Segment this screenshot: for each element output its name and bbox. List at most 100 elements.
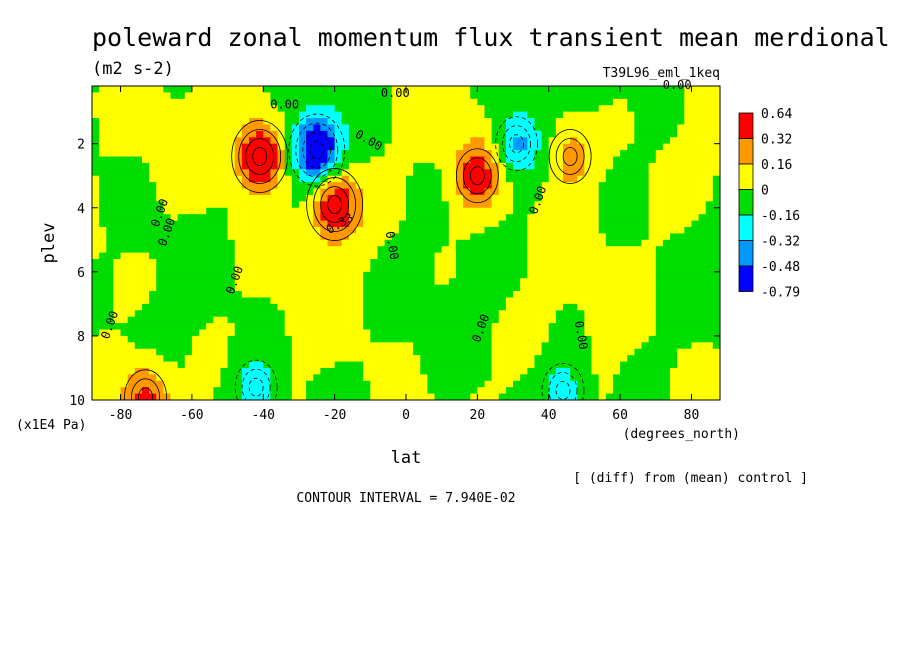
field-cell [648, 284, 657, 292]
field-cell [206, 348, 214, 356]
field-cell [455, 105, 464, 113]
field-cell [491, 271, 500, 279]
field-cell [256, 201, 264, 209]
field-cell [327, 98, 336, 106]
field-cell [256, 220, 264, 228]
field-cell [677, 169, 685, 177]
field-cell [655, 380, 664, 388]
field-cell [141, 291, 150, 299]
field-cell [298, 316, 307, 324]
field-cell [470, 220, 478, 228]
field-cell [505, 194, 514, 202]
field-cell [570, 150, 578, 158]
field-cell [605, 271, 614, 279]
field-cell [484, 98, 493, 106]
field-cell [684, 188, 693, 196]
contour-line [241, 368, 271, 400]
field-cell [141, 214, 150, 222]
field-cell [398, 259, 407, 267]
field-cell [377, 297, 386, 305]
field-cell [291, 348, 300, 356]
field-cell [341, 118, 350, 126]
field-cell [463, 284, 471, 292]
field-cell [220, 361, 229, 369]
field-cell [684, 86, 693, 94]
field-cell [605, 265, 614, 273]
field-cell [470, 374, 478, 382]
field-cell [391, 355, 400, 363]
field-cell [470, 105, 478, 113]
field-cell [291, 259, 300, 267]
field-cell [491, 169, 500, 177]
field-cell [213, 380, 222, 388]
field-cell [199, 92, 207, 100]
field-cell [356, 150, 364, 158]
field-cell [348, 105, 357, 113]
field-cell [513, 278, 521, 286]
field-cell [348, 271, 357, 279]
field-cell [341, 393, 350, 400]
field-cell [470, 310, 478, 318]
field-cell [577, 335, 586, 343]
field-cell [313, 118, 321, 126]
field-cell [448, 393, 457, 400]
field-cell [356, 162, 364, 170]
field-cell [377, 105, 386, 113]
field-cell [655, 214, 664, 222]
field-cell [241, 92, 250, 100]
field-cell [306, 291, 314, 299]
field-cell [448, 387, 457, 395]
field-cell [520, 92, 528, 100]
field-cell [477, 118, 486, 126]
field-cell [341, 271, 350, 279]
field-cell [634, 150, 643, 158]
field-cell [406, 284, 414, 292]
field-cell [99, 259, 107, 267]
field-cell [99, 323, 107, 331]
field-cell [527, 220, 536, 228]
field-cell [384, 226, 393, 234]
field-cell [156, 284, 164, 292]
field-cell [170, 111, 179, 119]
field-cell [584, 137, 593, 145]
field-cell [327, 86, 336, 94]
field-cell [270, 297, 279, 305]
field-cell [313, 98, 321, 106]
field-cell [477, 367, 486, 375]
field-cell [498, 201, 507, 209]
field-cell [655, 162, 664, 170]
field-cell [384, 291, 393, 299]
field-cell [398, 156, 407, 164]
field-cell [370, 105, 379, 113]
field-cell [655, 265, 664, 273]
field-cell [463, 361, 471, 369]
field-cell [149, 118, 157, 126]
field-cell [370, 143, 379, 151]
field-cell [470, 118, 478, 126]
field-cell [470, 291, 478, 299]
field-cell [341, 194, 350, 202]
field-cell [591, 310, 600, 318]
field-cell [477, 214, 486, 222]
field-cell [712, 220, 720, 228]
field-cell [234, 175, 243, 183]
field-cell [120, 374, 129, 382]
field-cell [441, 265, 450, 273]
field-cell [527, 355, 536, 363]
field-cell [327, 233, 336, 241]
field-cell [234, 162, 243, 170]
field-cell [256, 342, 264, 350]
field-cell [263, 111, 272, 119]
field-cell [441, 143, 450, 151]
field-cell [627, 188, 635, 196]
field-cell [99, 348, 107, 356]
x-tick-label: 0 [402, 408, 410, 423]
field-cell [641, 169, 650, 177]
field-cell [670, 182, 678, 190]
field-cell [249, 380, 257, 388]
field-cell [534, 137, 543, 145]
field-cell [705, 374, 714, 382]
field-cell [141, 86, 150, 94]
field-cell [427, 342, 436, 350]
field-cell [577, 111, 586, 119]
